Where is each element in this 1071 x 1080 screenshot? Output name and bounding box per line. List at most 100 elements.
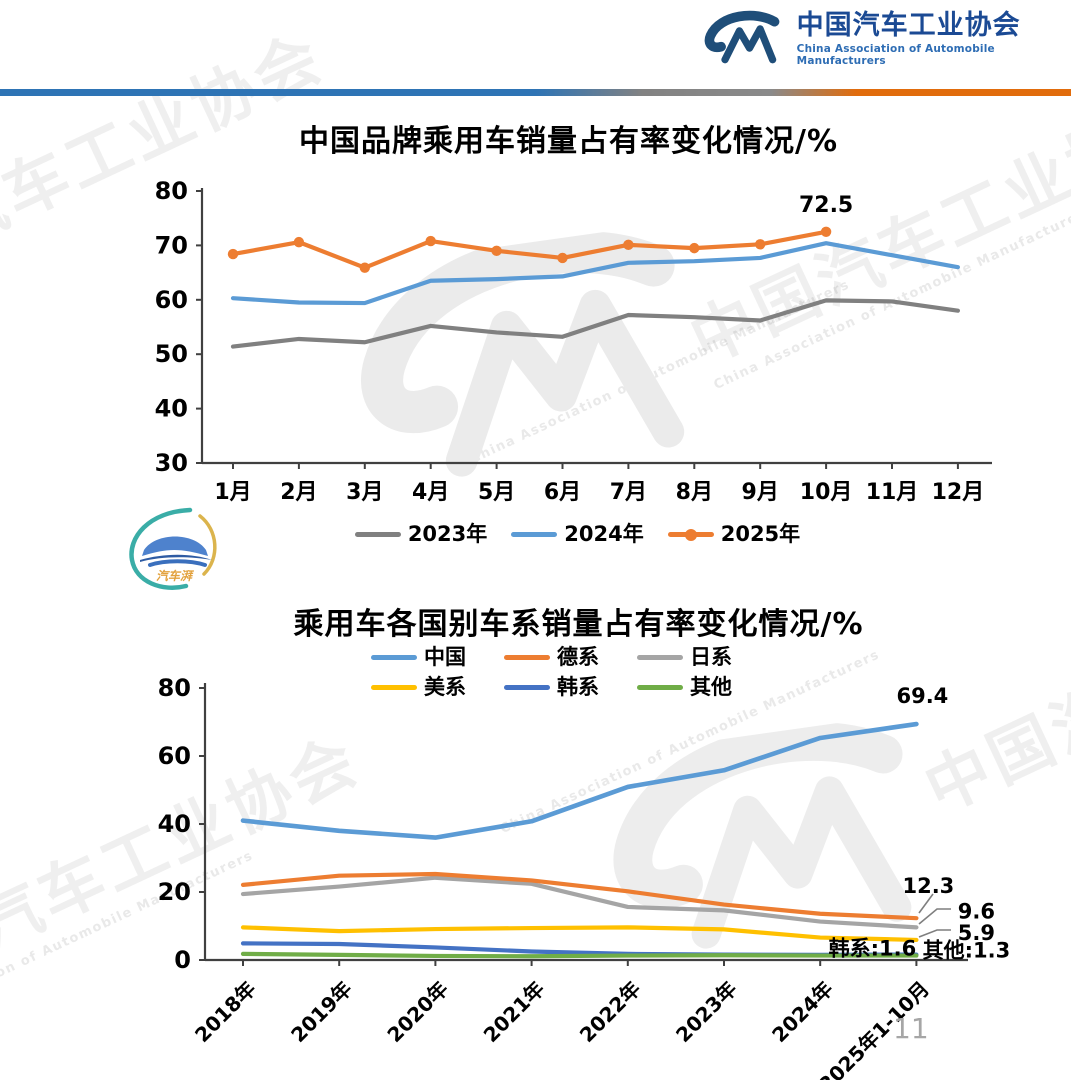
legend-item-2023年: 2023年	[354, 524, 487, 545]
header-divider-line	[0, 89, 1071, 96]
watermark-text: 中国汽车工业协会	[914, 527, 1071, 828]
chart1-y-tick-label: 50	[155, 340, 188, 368]
chart2-x-tick-label: 2020年	[382, 977, 452, 1047]
watermark-text: 中国汽车工业协会	[0, 20, 336, 321]
watermark-text: 中国汽车工业协会 China Association of Automobile…	[0, 723, 378, 1038]
legend-item-其他: 其他	[637, 677, 770, 698]
end-label-其他: 其他:1.3	[923, 939, 1011, 963]
legend-label: 其他	[690, 675, 732, 699]
series-marker-2	[689, 242, 700, 254]
caam-logo-watermark-icon	[361, 230, 685, 477]
caam-logo-watermark-icon	[613, 722, 912, 949]
series-marker-2	[293, 236, 305, 248]
chart2-y-tick-label: 0	[174, 946, 191, 974]
chart1-y-tick-label: 30	[155, 449, 188, 477]
brand-text: 中国汽车工业协会 China Association of Automobile…	[796, 9, 1071, 68]
chart2-y-tick-label: 80	[158, 674, 191, 702]
watermark-text: China Association of Automobile Manufact…	[466, 272, 853, 468]
chart2-x-tick-label: 2019年	[286, 977, 356, 1047]
series-marker-2	[755, 239, 766, 250]
chart1-x-tick-label: 1月	[214, 480, 251, 505]
chart2-x-tick-label: 2022年	[575, 977, 645, 1047]
legend-swatch-icon	[371, 655, 417, 660]
leader-line	[918, 929, 951, 938]
autopai-logo: 汽车湃	[120, 504, 230, 600]
car-icon	[142, 536, 208, 556]
legend-swatch-icon	[667, 528, 714, 541]
chart1-x-tick-label: 8月	[676, 480, 713, 505]
chart2-x-tick-label: 2023年	[671, 977, 741, 1047]
chart2-y-tick-label: 20	[158, 878, 191, 906]
series-marker-2	[227, 248, 239, 260]
end-label-美系: 5.9	[958, 921, 995, 945]
legend-item-德系: 德系	[504, 647, 637, 668]
org-name-en: China Association of Automobile Manufact…	[796, 43, 995, 68]
series-line-2	[230, 229, 829, 270]
leader-line	[918, 908, 951, 925]
watermark-text-cn: 中国汽车工业协会	[0, 723, 372, 1024]
series-line-韩系	[240, 941, 919, 958]
watermark-text-cn: 中国汽车工业协会	[0, 20, 336, 321]
chart1-title: 中国品牌乘用车销量占有率变化情况/%	[298, 124, 838, 159]
chart1-x-tick-label: 6月	[544, 480, 581, 505]
watermark-text-en: China Association of Automobile Manufact…	[468, 277, 853, 468]
legend-item-中国: 中国	[371, 647, 504, 668]
series-line-日系	[240, 875, 919, 930]
series-line-0	[230, 298, 961, 349]
legend-label: 韩系	[557, 675, 599, 699]
series-line-美系	[240, 925, 919, 943]
chart1-y-tick-label: 60	[155, 286, 188, 314]
legend-swatch-icon	[637, 685, 683, 690]
watermark-text-cn: 中国汽车工业协会	[914, 527, 1071, 828]
series-marker-2	[623, 239, 634, 251]
chart1-y-tick-label: 80	[155, 177, 188, 205]
series-marker-2	[491, 245, 502, 257]
legend-label: 2025年	[720, 522, 801, 546]
watermark-text-en: China Association of Automobile Manufact…	[0, 848, 256, 1038]
legend-item-日系: 日系	[637, 647, 770, 668]
legend-marker-icon	[684, 528, 697, 541]
chart1-y-tick-label: 40	[155, 395, 188, 423]
autopai-logo-text: 汽车湃	[156, 569, 195, 583]
watermark-text-en: China Association of Automobile Manufact…	[711, 203, 1071, 394]
chart2-x-tick-label: 2021年	[479, 977, 549, 1047]
header: 中国汽车工业协会 China Association of Automobile…	[698, 10, 1071, 68]
chart1-x-tick-label: 9月	[742, 480, 779, 505]
autopai-logo-icon: 汽车湃	[129, 507, 217, 590]
chart1-y-tick-label: 70	[155, 231, 188, 259]
end-label-德系: 12.3	[902, 874, 954, 898]
series-marker-2	[557, 252, 568, 264]
legend-label: 美系	[424, 675, 466, 699]
legend-swatch-icon	[371, 685, 417, 690]
legend-swatch-icon	[354, 532, 401, 537]
org-name-cn: 中国汽车工业协会	[796, 9, 1021, 41]
chart1-x-tick-label: 2月	[280, 480, 317, 505]
leader-line	[918, 893, 934, 914]
end-label-日系: 9.6	[958, 899, 995, 923]
legend-swatch-icon	[511, 532, 558, 537]
data-label: 72.5	[799, 193, 853, 218]
chart2-legend: 中国 德系 日系美系 韩系 其他	[371, 647, 770, 698]
legend-swatch-icon	[504, 655, 550, 660]
chart1-x-tick-label: 5月	[478, 480, 515, 505]
chart2-x-tick-label: 2024年	[767, 977, 837, 1047]
series-marker-2	[425, 235, 436, 247]
series-line-其他	[240, 951, 919, 959]
legend-label: 德系	[557, 645, 599, 669]
chart1-x-tick-label: 10月	[800, 480, 853, 505]
chart1-x-tick-label: 7月	[610, 480, 647, 505]
chart2-y-tick-label: 40	[158, 810, 191, 838]
chart2-y-tick-label: 60	[158, 742, 191, 770]
chart1-legend: 2023年 2024年 2025年	[42, 524, 1071, 545]
legend-label: 2024年	[564, 522, 644, 546]
series-marker-2	[359, 262, 370, 273]
chart2-x-tick-label: 2018年	[190, 977, 260, 1047]
legend-swatch-icon	[504, 685, 550, 690]
legend-item-韩系: 韩系	[504, 677, 637, 698]
legend-swatch-icon	[637, 655, 683, 660]
series-line-1	[230, 241, 961, 306]
series-line-中国	[240, 721, 919, 840]
legend-item-美系: 美系	[371, 677, 504, 698]
end-label-中国: 69.4	[896, 684, 948, 708]
